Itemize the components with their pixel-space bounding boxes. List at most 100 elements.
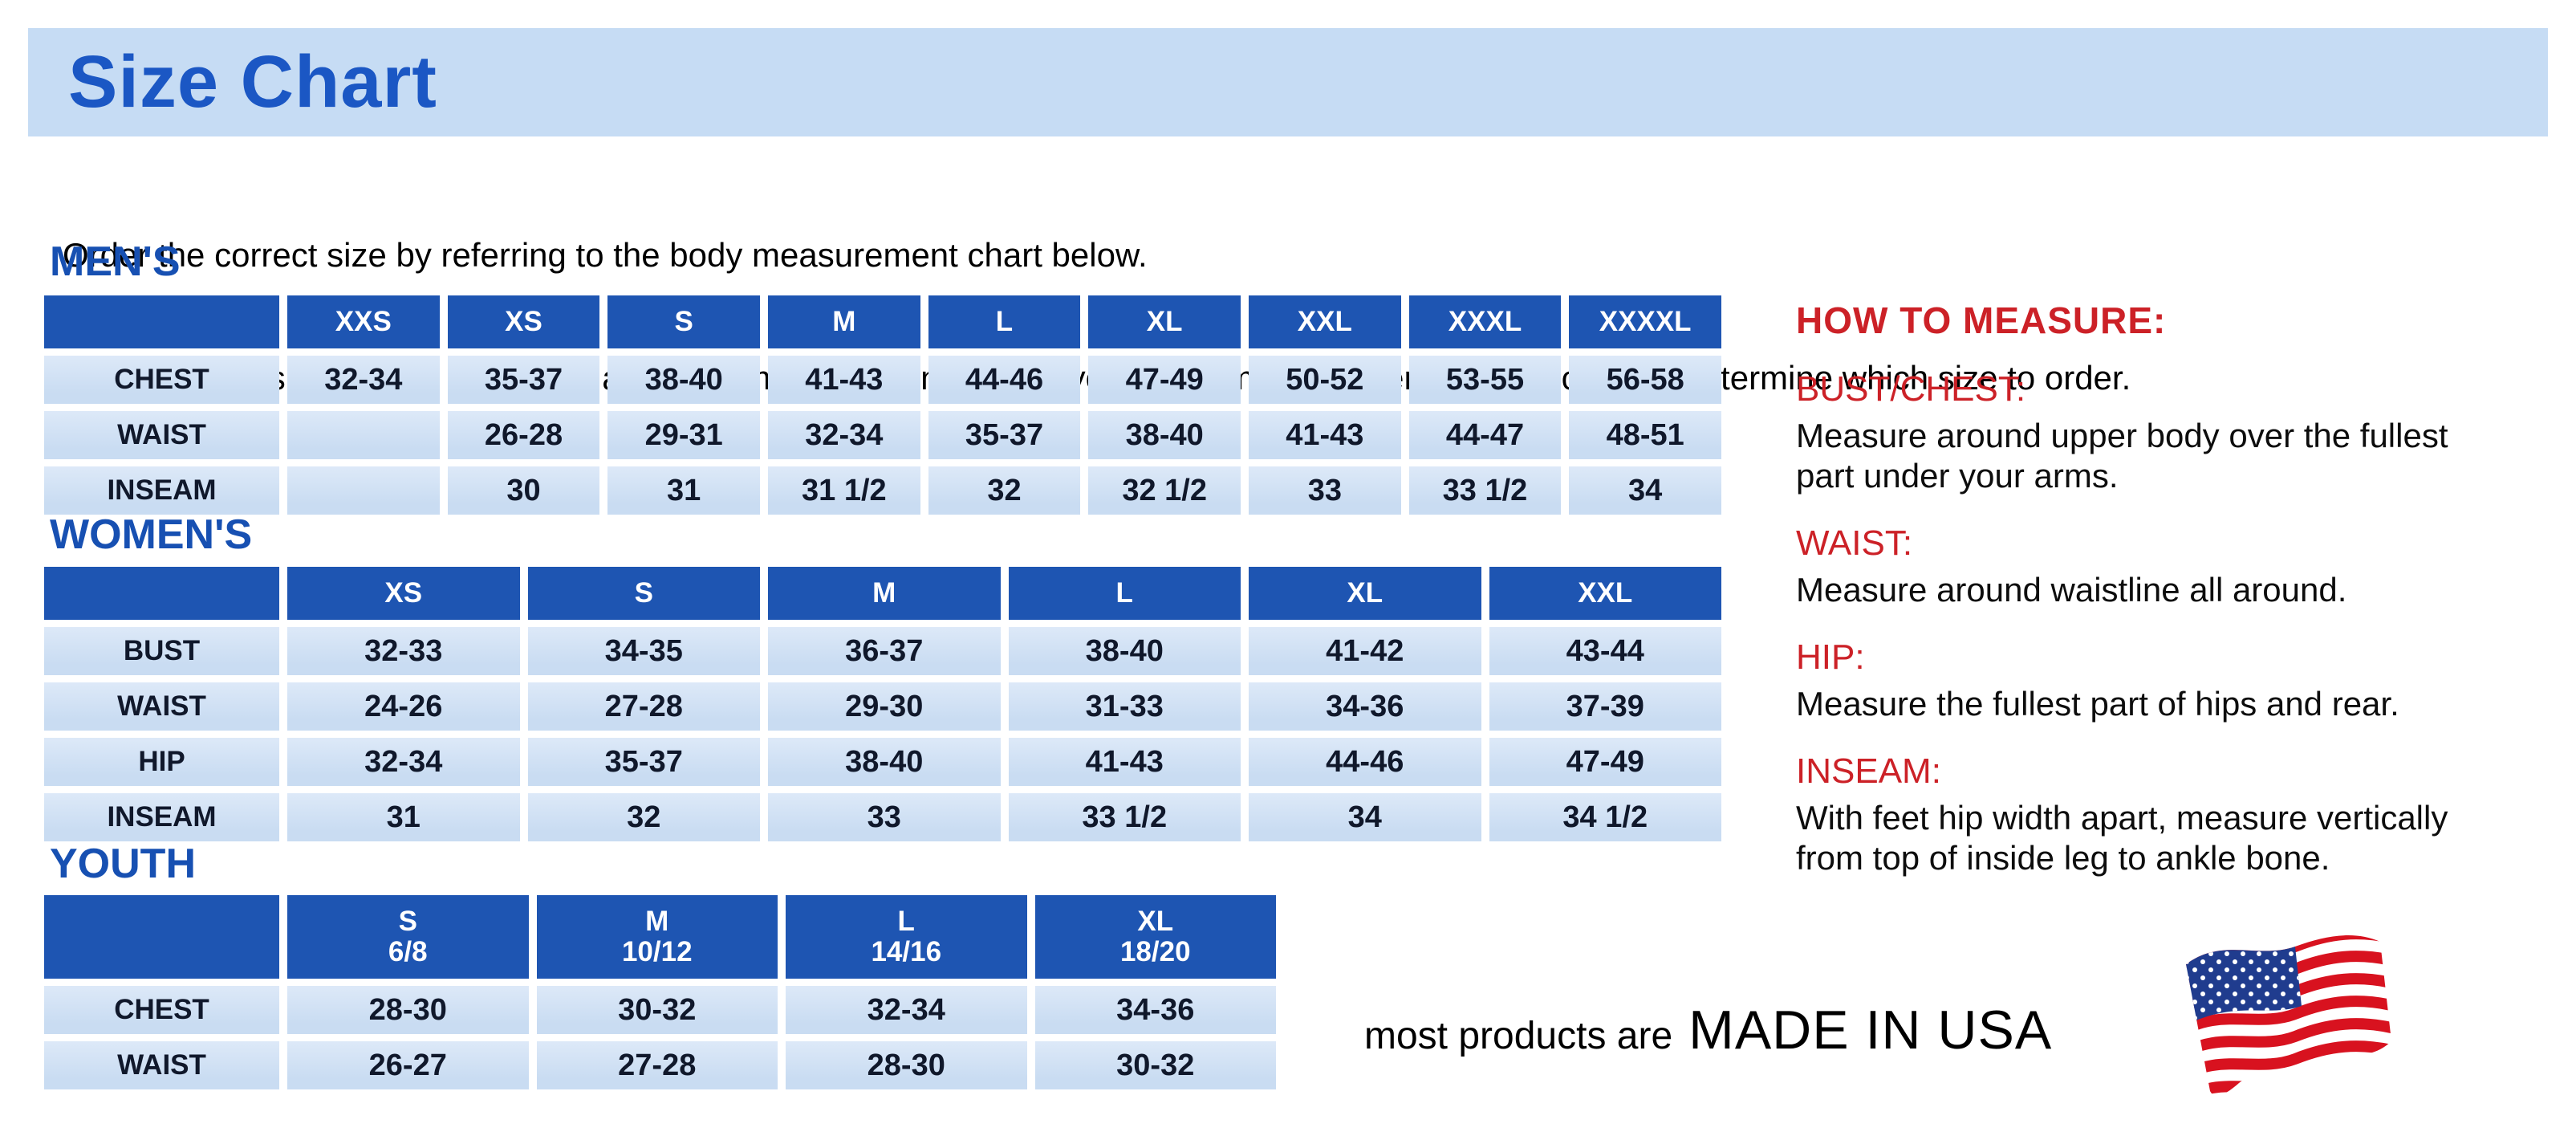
- table-cell: 34 1/2: [1489, 793, 1721, 841]
- column-header: XXS: [287, 295, 440, 348]
- size-label: L: [897, 906, 915, 938]
- column-header: M 10/12: [536, 895, 778, 979]
- table-cell: 35-37: [447, 356, 600, 404]
- table-cell: 26-27: [287, 1041, 529, 1089]
- row-label: INSEAM: [44, 466, 279, 515]
- column-header: XXXL: [1408, 295, 1562, 348]
- size-range: 14/16: [871, 936, 942, 967]
- measure-term: WAIST:: [1796, 523, 1913, 563]
- table-cell: 44-46: [928, 356, 1081, 404]
- womens-size-table: XS S M L XL XXL BUST 32-33 34-35 36-37 38-40 41-42 4…: [44, 567, 1721, 841]
- column-header: S 6/8: [287, 895, 529, 979]
- table-cell: 31 1/2: [768, 466, 920, 515]
- table-cell: [287, 466, 440, 515]
- column-header: XXL: [1489, 567, 1721, 620]
- measure-description: Measure around upper body over the fulle…: [1796, 417, 2448, 495]
- row-label: BUST: [44, 627, 279, 675]
- table-cell: 48-51: [1569, 411, 1721, 459]
- table-cell: 31-33: [1008, 682, 1241, 731]
- table-cell: 56-58: [1569, 356, 1721, 404]
- youth-corner-cell: [44, 895, 279, 979]
- measure-term: BUST/CHEST:: [1796, 369, 2026, 409]
- section-heading-womens: WOMEN'S: [50, 511, 253, 558]
- row-label: HIP: [44, 738, 279, 786]
- column-header: XL: [1249, 567, 1481, 620]
- title-banner: Size Chart: [28, 28, 2548, 136]
- row-label: WAIST: [44, 682, 279, 731]
- column-header: XS: [447, 295, 600, 348]
- table-cell: 26-28: [447, 411, 600, 459]
- row-label: WAIST: [44, 1041, 279, 1089]
- row-label: INSEAM: [44, 793, 279, 841]
- table-cell: 33 1/2: [1008, 793, 1241, 841]
- table-cell: 32: [928, 466, 1081, 515]
- row-label: WAIST: [44, 411, 279, 459]
- table-cell: 31: [607, 466, 760, 515]
- mens-size-table: XXS XS S M L XL XXL XXXL XXXXL CHEST 32-34 35-37 38-…: [44, 295, 1721, 515]
- table-cell: 53-55: [1408, 356, 1562, 404]
- table-cell: 32: [527, 793, 760, 841]
- table-cell: 32-34: [786, 986, 1027, 1034]
- size-label: M: [645, 906, 669, 938]
- mens-corner-cell: [44, 295, 279, 348]
- table-cell: 27-28: [536, 1041, 778, 1089]
- column-header: XXXXL: [1569, 295, 1721, 348]
- column-header: XS: [287, 567, 520, 620]
- measure-description: Measure around waistline all around.: [1796, 571, 2347, 609]
- size-range: 10/12: [621, 936, 693, 967]
- column-header: XL 18/20: [1034, 895, 1276, 979]
- table-cell: 44-46: [1249, 738, 1481, 786]
- section-heading-mens: MEN'S: [50, 238, 181, 285]
- how-to-measure-heading: HOW TO MEASURE:: [1796, 299, 2167, 341]
- table-cell: 32-34: [287, 356, 440, 404]
- table-cell: [287, 411, 440, 459]
- table-cell: 30-32: [1034, 1041, 1276, 1089]
- table-cell: 35-37: [928, 411, 1081, 459]
- made-in-usa-text: most products are MADE IN USA: [1364, 999, 2052, 1061]
- table-cell: 37-39: [1489, 682, 1721, 731]
- table-cell: 35-37: [527, 738, 760, 786]
- column-header: XL: [1088, 295, 1241, 348]
- measure-term: INSEAM:: [1796, 751, 1941, 791]
- section-heading-youth: YOUTH: [50, 841, 196, 887]
- table-cell: 28-30: [786, 1041, 1027, 1089]
- measure-description: With feet hip width apart, measure verti…: [1796, 799, 2448, 877]
- us-flag-icon: [2186, 935, 2391, 1096]
- column-header: L: [928, 295, 1081, 348]
- size-range: 18/20: [1119, 936, 1191, 967]
- measure-term: HIP:: [1796, 637, 1865, 677]
- column-header: M: [768, 567, 1001, 620]
- table-cell: 34-35: [527, 627, 760, 675]
- size-label: XL: [1137, 906, 1174, 938]
- table-cell: 41-43: [1249, 411, 1401, 459]
- table-cell: 32-34: [287, 738, 520, 786]
- table-cell: 27-28: [527, 682, 760, 731]
- row-label: CHEST: [44, 356, 279, 404]
- page-title: Size Chart: [68, 41, 437, 123]
- table-cell: 38-40: [1088, 411, 1241, 459]
- table-cell: 43-44: [1489, 627, 1721, 675]
- table-cell: 32 1/2: [1088, 466, 1241, 515]
- table-cell: 28-30: [287, 986, 529, 1034]
- table-cell: 41-42: [1249, 627, 1481, 675]
- column-header: S: [607, 295, 760, 348]
- size-label: S: [398, 906, 417, 938]
- table-cell: 34-36: [1034, 986, 1276, 1034]
- table-cell: 34: [1569, 466, 1721, 515]
- table-cell: 44-47: [1408, 411, 1562, 459]
- how-to-measure-section: HOW TO MEASURE: BUST/CHEST: Measure aroun…: [1796, 299, 2558, 878]
- table-cell: 34-36: [1249, 682, 1481, 731]
- column-header: L: [1008, 567, 1241, 620]
- how-to-measure-list: BUST/CHEST: Measure around upper body ove…: [1796, 369, 2558, 878]
- table-cell: 50-52: [1249, 356, 1401, 404]
- table-cell: 29-30: [768, 682, 1001, 731]
- womens-corner-cell: [44, 567, 279, 620]
- table-cell: 24-26: [287, 682, 520, 731]
- table-cell: 33 1/2: [1408, 466, 1562, 515]
- column-header: M: [768, 295, 920, 348]
- table-cell: 36-37: [768, 627, 1001, 675]
- table-cell: 29-31: [607, 411, 760, 459]
- row-label: CHEST: [44, 986, 279, 1034]
- made-in-usa-prefix: most products are: [1364, 1015, 1673, 1057]
